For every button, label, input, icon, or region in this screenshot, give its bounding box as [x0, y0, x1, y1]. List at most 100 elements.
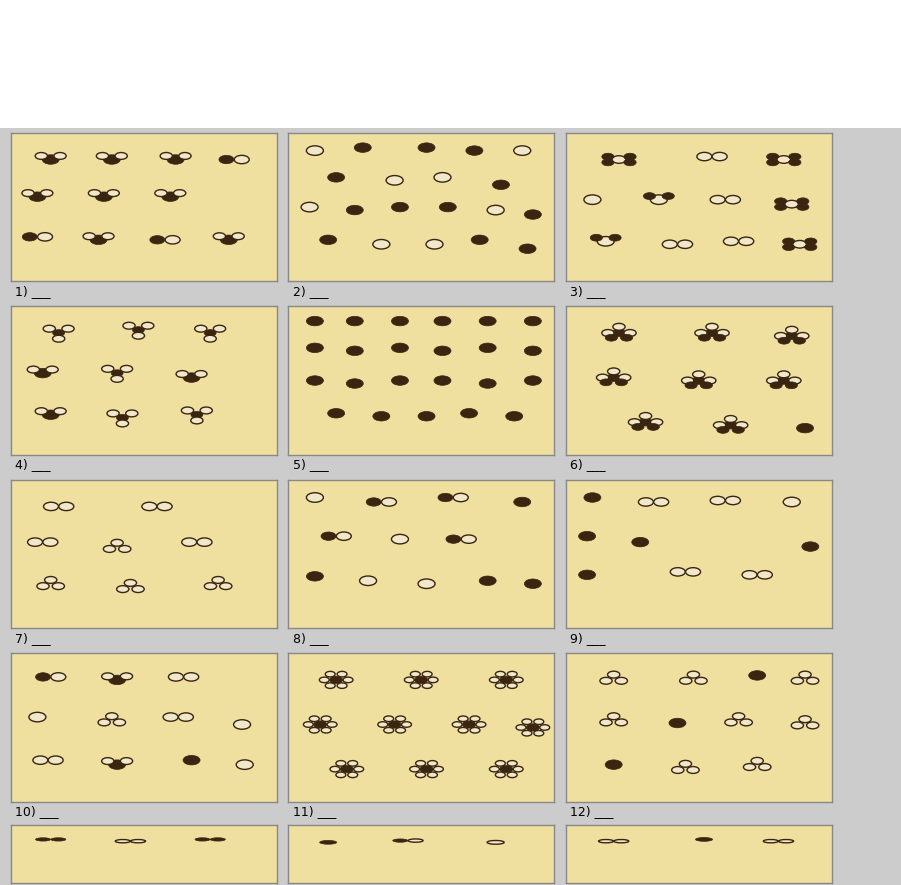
Circle shape	[524, 579, 542, 589]
Circle shape	[584, 493, 601, 503]
Circle shape	[671, 766, 684, 773]
Circle shape	[346, 316, 363, 326]
Circle shape	[107, 189, 119, 196]
Circle shape	[615, 677, 627, 684]
Circle shape	[724, 719, 737, 726]
Circle shape	[141, 322, 154, 329]
Circle shape	[204, 335, 216, 342]
Circle shape	[32, 756, 48, 765]
Text: 7) ___: 7) ___	[15, 632, 51, 645]
Circle shape	[590, 235, 603, 241]
Circle shape	[785, 200, 798, 208]
Circle shape	[306, 343, 323, 352]
Circle shape	[459, 716, 469, 721]
Circle shape	[733, 427, 744, 434]
Circle shape	[121, 366, 132, 373]
Circle shape	[23, 233, 37, 241]
Circle shape	[337, 672, 347, 677]
Circle shape	[330, 676, 342, 683]
Text: 4) ___: 4) ___	[15, 458, 50, 472]
Circle shape	[607, 373, 621, 381]
Circle shape	[418, 142, 435, 152]
Circle shape	[387, 175, 403, 185]
Circle shape	[786, 382, 797, 389]
Circle shape	[710, 496, 725, 504]
Text: atom.  If two atoms are touching then they are bonded together.: atom. If two atoms are touching then the…	[11, 113, 549, 128]
Circle shape	[696, 837, 713, 842]
Circle shape	[205, 329, 216, 336]
Circle shape	[628, 419, 641, 426]
Circle shape	[778, 840, 794, 843]
Circle shape	[102, 366, 114, 373]
Circle shape	[806, 677, 819, 684]
Circle shape	[487, 205, 505, 215]
Circle shape	[609, 235, 621, 241]
Text: Each circle: Each circle	[11, 74, 99, 89]
Circle shape	[54, 152, 66, 159]
Circle shape	[678, 240, 693, 249]
Circle shape	[195, 326, 207, 332]
Circle shape	[90, 235, 107, 244]
Circle shape	[479, 576, 496, 586]
Circle shape	[52, 335, 65, 342]
Circle shape	[132, 332, 144, 339]
Circle shape	[785, 332, 798, 340]
Circle shape	[191, 417, 203, 424]
Circle shape	[783, 243, 795, 250]
Circle shape	[717, 329, 729, 336]
Circle shape	[62, 326, 74, 332]
Circle shape	[758, 571, 772, 579]
Circle shape	[632, 537, 649, 547]
Circle shape	[131, 840, 146, 843]
Circle shape	[160, 152, 172, 159]
Circle shape	[150, 235, 165, 244]
Text: 6) ___: 6) ___	[570, 458, 605, 472]
Circle shape	[43, 538, 58, 546]
Circle shape	[596, 374, 609, 381]
Circle shape	[507, 760, 517, 766]
Circle shape	[214, 326, 225, 332]
Circle shape	[679, 677, 692, 684]
Circle shape	[393, 839, 408, 843]
Circle shape	[50, 673, 66, 681]
Circle shape	[479, 316, 496, 326]
Circle shape	[479, 379, 496, 389]
Circle shape	[381, 497, 396, 506]
Circle shape	[41, 189, 53, 196]
Circle shape	[796, 204, 809, 211]
Text: Identify and highlight the 3 images that represent mixtures of elements and comp: Identify and highlight the 3 images that…	[11, 4, 652, 14]
Circle shape	[522, 719, 532, 725]
Circle shape	[210, 838, 225, 841]
Text: 2) ___: 2) ___	[293, 285, 328, 298]
Circle shape	[654, 497, 669, 506]
Circle shape	[183, 756, 200, 765]
Circle shape	[533, 730, 543, 736]
Circle shape	[681, 377, 694, 384]
Circle shape	[236, 760, 253, 769]
Circle shape	[319, 677, 329, 682]
Circle shape	[446, 535, 461, 543]
Circle shape	[693, 371, 705, 378]
Circle shape	[788, 377, 801, 384]
Circle shape	[320, 235, 337, 244]
Circle shape	[38, 233, 52, 241]
Circle shape	[597, 236, 614, 246]
Circle shape	[505, 412, 523, 421]
Circle shape	[602, 329, 614, 336]
Circle shape	[354, 142, 371, 152]
Circle shape	[325, 683, 335, 689]
Circle shape	[793, 241, 806, 248]
Circle shape	[336, 532, 351, 541]
Circle shape	[793, 337, 805, 344]
Text: 1) ___: 1) ___	[15, 285, 50, 298]
Circle shape	[514, 146, 531, 156]
Circle shape	[232, 233, 244, 240]
Circle shape	[116, 586, 129, 593]
Circle shape	[524, 376, 542, 385]
Circle shape	[460, 409, 478, 418]
Circle shape	[621, 335, 633, 341]
Circle shape	[749, 671, 766, 681]
Text: all 3 points.: all 3 points.	[11, 34, 77, 43]
Circle shape	[306, 493, 323, 503]
Circle shape	[27, 366, 40, 373]
